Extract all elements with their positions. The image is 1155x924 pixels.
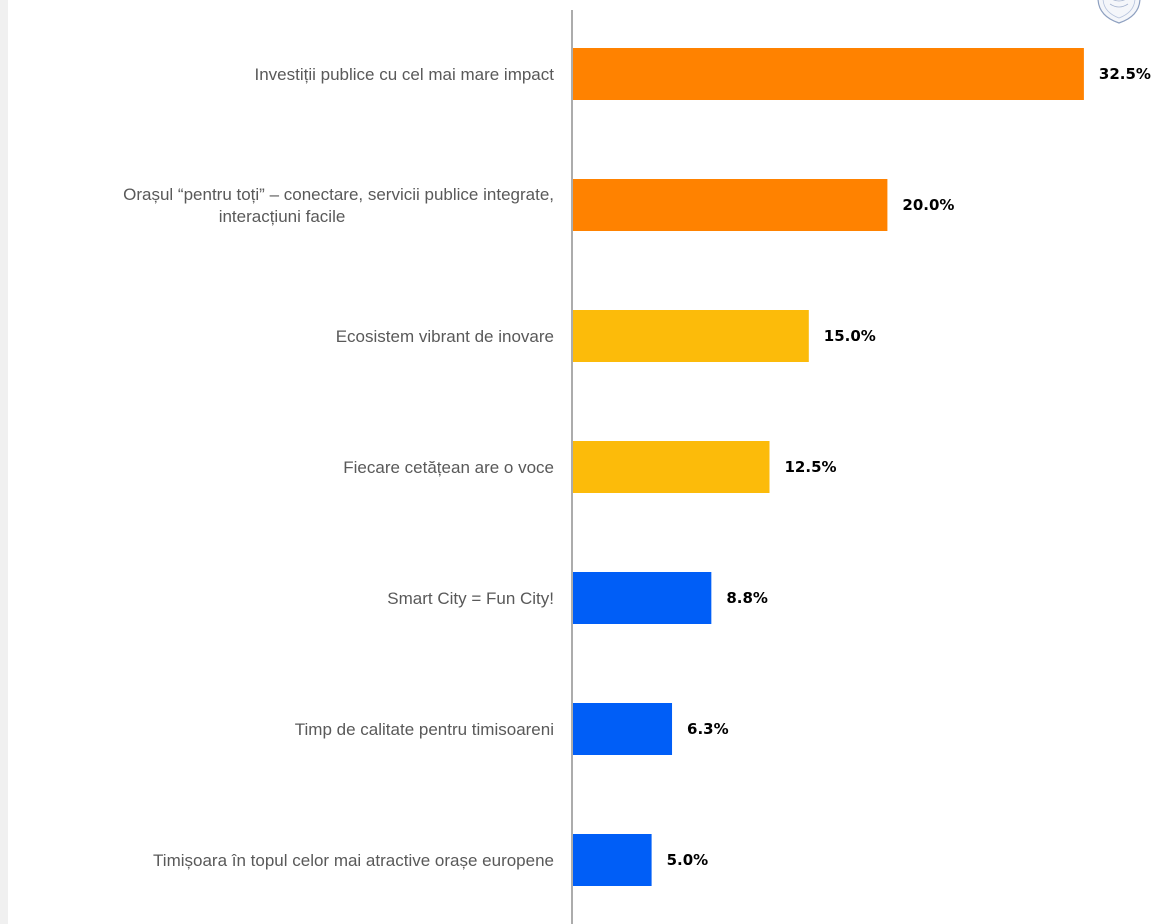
bar-6 xyxy=(573,703,673,755)
left-edge-strip xyxy=(0,0,8,924)
bar-3 xyxy=(573,310,809,362)
value-label-6: 6.3% xyxy=(687,720,729,738)
category-label-6: Timp de calitate pentru timisoareni xyxy=(295,720,554,739)
value-label-4: 12.5% xyxy=(785,458,837,476)
coat-of-arms-icon xyxy=(1097,0,1141,24)
bar-5 xyxy=(573,572,712,624)
value-label-3: 15.0% xyxy=(824,327,876,345)
value-label-2: 20.0% xyxy=(902,196,954,214)
category-label-4: Fiecare cetățean are o voce xyxy=(343,458,554,477)
category-label-3: Ecosistem vibrant de inovare xyxy=(336,327,554,346)
value-label-7: 5.0% xyxy=(667,851,709,869)
value-label-1: 32.5% xyxy=(1099,65,1151,83)
category-label-2: Orașul “pentru toți” – conectare, servic… xyxy=(123,185,554,226)
bar-4 xyxy=(573,441,770,493)
category-label-1: Investiții publice cu cel mai mare impac… xyxy=(254,65,554,84)
value-label-5: 8.8% xyxy=(726,589,768,607)
bar-2 xyxy=(573,179,888,231)
bar-1 xyxy=(573,48,1084,100)
bar-7 xyxy=(573,834,652,886)
category-label-7: Timișoara în topul celor mai atractive o… xyxy=(153,851,554,870)
category-label-5: Smart City = Fun City! xyxy=(387,589,554,608)
